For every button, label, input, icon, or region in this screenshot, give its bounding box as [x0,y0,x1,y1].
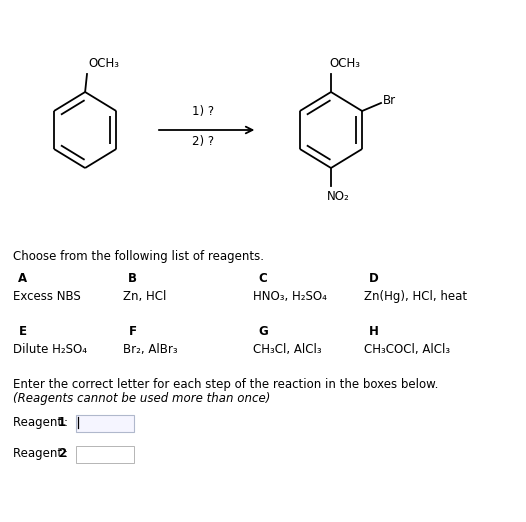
Text: C: C [258,272,267,285]
Text: B: B [128,272,137,285]
Text: F: F [128,325,136,338]
Text: D: D [369,272,378,285]
Text: Reagent: Reagent [13,447,66,460]
Text: G: G [258,325,268,338]
Text: Reagent: Reagent [13,416,66,429]
Text: Zn(Hg), HCl, heat: Zn(Hg), HCl, heat [364,290,467,303]
Bar [76,415,134,432]
Text: Enter the correct letter for each step of the reaction in the boxes below.: Enter the correct letter for each step o… [13,378,439,391]
Text: 1: 1 [58,416,66,429]
Text: :: : [63,416,67,429]
Text: A: A [18,272,27,285]
Text: E: E [19,325,27,338]
Text: Choose from the following list of reagents.: Choose from the following list of reagen… [13,250,264,263]
Text: Br₂, AlBr₃: Br₂, AlBr₃ [123,343,178,356]
Text: NO₂: NO₂ [327,190,350,203]
Text: (Reagents cannot be used more than once): (Reagents cannot be used more than once) [13,392,270,405]
Text: CH₃Cl, AlCl₃: CH₃Cl, AlCl₃ [254,343,322,356]
Text: OCH₃: OCH₃ [88,57,119,70]
Text: OCH₃: OCH₃ [329,57,360,70]
Text: 2: 2 [58,447,66,460]
Text: H: H [369,325,379,338]
Text: :: : [63,447,67,460]
Text: 2) ?: 2) ? [193,135,215,148]
Text: 1) ?: 1) ? [193,105,215,118]
Text: Zn, HCl: Zn, HCl [123,290,166,303]
Text: Dilute H₂SO₄: Dilute H₂SO₄ [13,343,87,356]
Text: HNO₃, H₂SO₄: HNO₃, H₂SO₄ [254,290,327,303]
Bar [76,446,134,463]
Text: Br: Br [383,94,396,108]
Text: Excess NBS: Excess NBS [13,290,81,303]
Text: CH₃COCl, AlCl₃: CH₃COCl, AlCl₃ [364,343,450,356]
